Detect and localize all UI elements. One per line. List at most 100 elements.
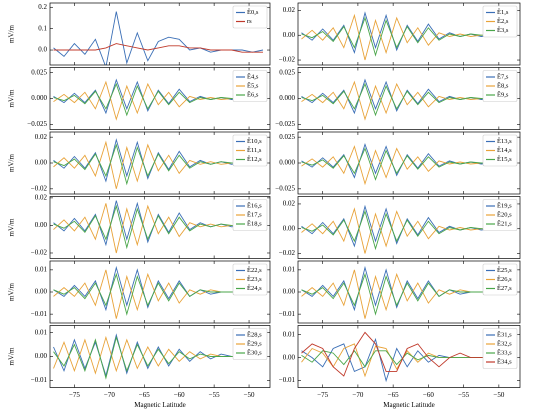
y-tick-label: −0.01 (31, 376, 48, 384)
legend: Ê0,s rs (232, 5, 268, 29)
legend-label: Ê28,s (247, 330, 262, 338)
y-tick-label: 0.2 (38, 3, 47, 11)
series-line (53, 335, 263, 380)
series-line (53, 200, 263, 247)
legend: Ê4,sÊ5,sÊ6,s (232, 70, 268, 102)
legend-label: Ê33,s (497, 348, 512, 356)
panel: −0.025 0.000 0.025 Ê7,sÊ8,sÊ9,s (275, 67, 521, 130)
legend-label: Ê14,s (497, 146, 512, 154)
y-tick-label: 0.01 (35, 328, 48, 336)
legend-label: rs (247, 18, 252, 25)
series-line (301, 78, 513, 115)
y-tick-label: −0.025 (27, 120, 47, 128)
y-tick-label: 0.00 (283, 31, 296, 39)
y-tick-label: 0.00 (35, 288, 48, 296)
y-axis-label: mV/m (8, 283, 16, 301)
panel: −0.01 0.00 0.01 −75 −70 −65 −60 −55 −50 Magnetic … (279, 325, 521, 409)
series-line (301, 145, 513, 186)
x-tick-label: −75 (69, 391, 80, 399)
y-tick-label: 0.01 (283, 330, 296, 338)
legend-box (482, 5, 518, 38)
x-axis-label: Magnetic Latitude (134, 401, 186, 409)
x-tick-label: −70 (352, 391, 363, 399)
legend-label: Ê18,s (247, 219, 262, 227)
legend-label: Ê8,s (497, 81, 509, 89)
legend-label: Ê20,s (497, 210, 512, 218)
legend-label: Ê24,s (247, 284, 262, 292)
series-line (301, 337, 513, 383)
y-axis-label: mV/m (8, 25, 16, 43)
legend-label: Ê15,s (497, 155, 512, 163)
legend-label: Ê27,s (497, 284, 512, 292)
panel: −0.02 0.00 0.02 Ê1,sÊ2,sÊ3,s (279, 2, 521, 66)
y-tick-label: 0.000 (279, 94, 295, 102)
legend-box (232, 263, 268, 296)
legend-box (482, 70, 518, 102)
legend-box (232, 134, 268, 167)
axes-frame (49, 2, 271, 66)
axes-frame (49, 196, 271, 259)
legend-label: Ê0,s (247, 8, 259, 16)
legend-label: Ê22,s (247, 266, 262, 274)
series-line (301, 82, 513, 117)
y-tick-label: 0.01 (35, 265, 48, 273)
legend-label: Ê25,s (497, 266, 512, 274)
series-line (301, 272, 513, 316)
legend-label: Ê2,s (497, 17, 509, 25)
y-tick-label: 0.025 (279, 133, 295, 141)
y-tick-label: −0.025 (275, 120, 295, 128)
y-tick-label: 0.02 (283, 200, 296, 208)
series-line (301, 265, 513, 312)
legend-label: Ê23,s (247, 275, 262, 283)
legend: Ê1,sÊ2,sÊ3,s (482, 5, 518, 38)
y-tick-label: −0.01 (31, 310, 48, 318)
axes-frame (297, 325, 521, 388)
legend-label: Ê16,s (247, 201, 262, 209)
series-line (53, 78, 263, 115)
y-tick-label: 0.00 (283, 353, 296, 361)
legend-label: Ê5,s (247, 81, 259, 89)
x-tick-label: −60 (174, 391, 185, 399)
x-tick-label: −60 (423, 391, 434, 399)
legend-label: Ê29,s (247, 339, 262, 347)
y-tick-label: 0.00 (35, 352, 48, 360)
y-tick-label: −0.02 (31, 249, 48, 257)
series-line (301, 143, 513, 179)
panel: 0.0 0.1 0.2 mV/m Ê0,s rs (8, 2, 271, 66)
legend-label: Ê13,s (497, 137, 512, 145)
legend-label: Ê9,s (497, 90, 509, 98)
y-tick-label: 0.01 (283, 265, 296, 273)
x-tick-label: −50 (244, 391, 255, 399)
series-line (53, 269, 263, 319)
legend-box (232, 5, 268, 29)
series-line (53, 203, 263, 254)
axes-frame (297, 196, 521, 259)
series-line (301, 11, 513, 55)
y-tick-label: 0.02 (35, 133, 48, 141)
series-line (53, 272, 263, 316)
legend-label: Ê31,s (497, 330, 512, 338)
legend-box (482, 263, 518, 296)
x-axis-label: Magnetic Latitude (383, 401, 435, 409)
y-tick-label: 0.00 (35, 159, 48, 167)
y-tick-label: 0.00 (283, 288, 296, 296)
x-tick-label: −75 (317, 391, 328, 399)
panel: −0.01 0.00 0.01 −75 −70 −65 −60 −55 −50 Magnetic … (8, 325, 271, 409)
y-tick-label: 0.00 (35, 221, 48, 229)
y-tick-label: −0.02 (31, 184, 48, 192)
series-line (301, 350, 513, 368)
y-tick-label: 0.1 (38, 24, 47, 32)
y-tick-label: 0.025 (279, 68, 295, 76)
legend-box (232, 70, 268, 102)
y-tick-label: 0.02 (283, 6, 296, 14)
y-tick-label: −0.025 (275, 184, 295, 192)
series-line (53, 138, 263, 183)
y-tick-label: 0.02 (35, 193, 48, 201)
